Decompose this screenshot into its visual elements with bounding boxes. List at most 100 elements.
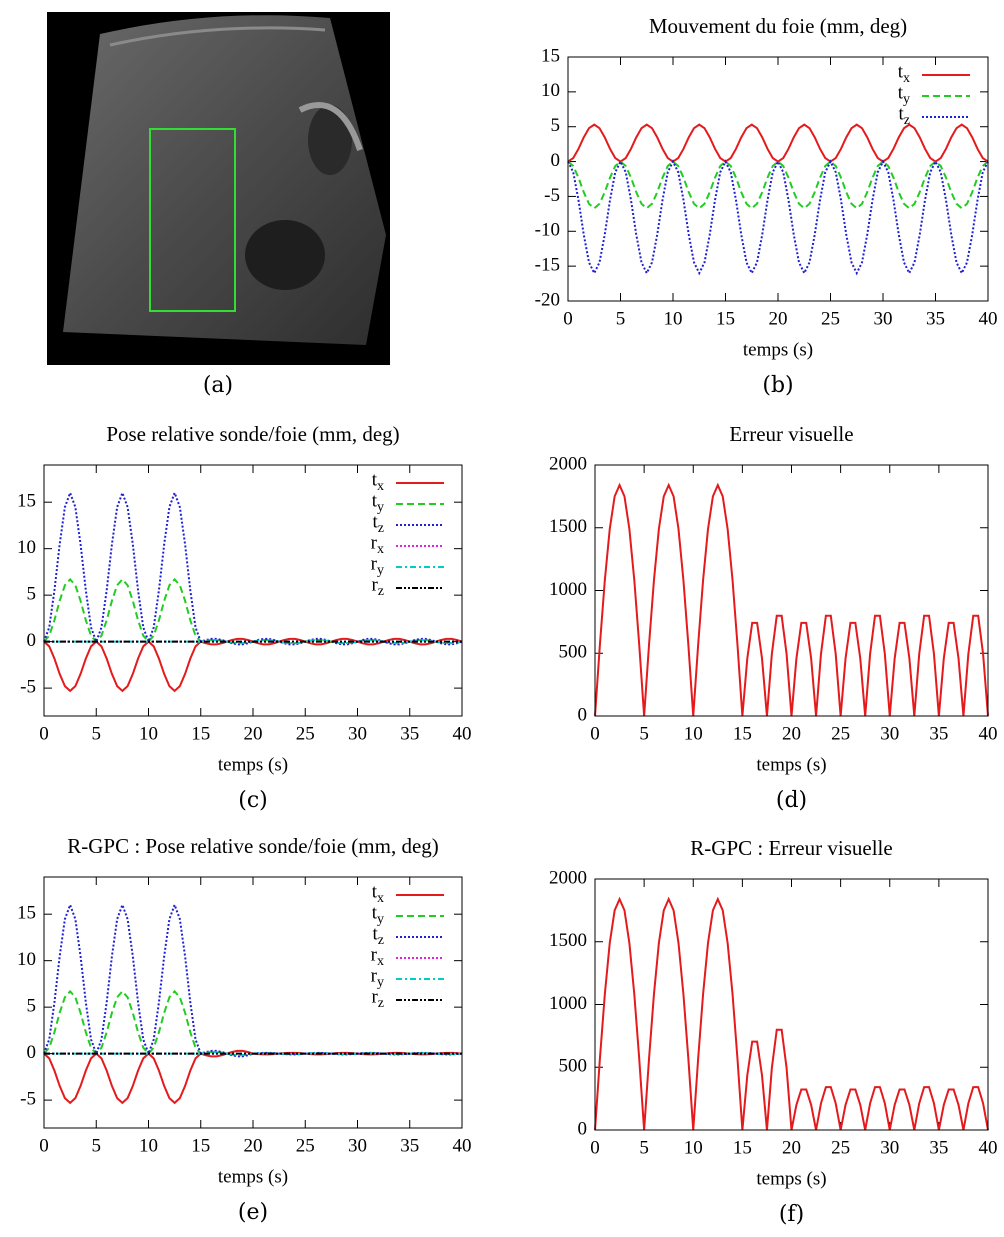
caption: (e) — [238, 1200, 268, 1225]
x-tick-label: 40 — [979, 723, 998, 744]
x-axis-label: temps (s) — [756, 754, 826, 775]
x-tick-label: 10 — [684, 1137, 703, 1158]
y-tick-label: 5 — [27, 996, 37, 1017]
y-tick-label: 15 — [17, 903, 36, 924]
ultrasound-fan — [63, 15, 386, 345]
x-tick-label: 20 — [244, 1135, 263, 1156]
x-tick-label: 35 — [400, 723, 419, 744]
x-tick-label: 40 — [979, 1137, 998, 1158]
series-line — [594, 482, 989, 717]
y-tick-label: -20 — [535, 289, 560, 310]
x-tick-label: 5 — [616, 308, 626, 329]
x-tick-label: 35 — [400, 1135, 419, 1156]
x-tick-label: 0 — [590, 1137, 600, 1158]
x-tick-label: 35 — [929, 1137, 948, 1158]
series-line — [567, 123, 989, 163]
caption: (c) — [238, 788, 268, 813]
y-tick-label: 10 — [17, 537, 36, 558]
y-tick-label: 0 — [551, 150, 561, 171]
y-tick-label: -5 — [544, 185, 560, 206]
legend-label: tz — [899, 103, 911, 128]
x-tick-label: 30 — [348, 1135, 367, 1156]
roi-box — [149, 128, 236, 312]
plot-frame — [43, 464, 463, 717]
y-tick-label: 0 — [578, 704, 588, 725]
series-line — [567, 159, 989, 276]
x-tick-label: 0 — [39, 723, 49, 744]
x-axis-label: temps (s) — [756, 1168, 826, 1189]
y-tick-label: -10 — [535, 220, 560, 241]
y-tick-label: 0 — [27, 630, 37, 651]
chart: R-GPC : Pose relative sonde/foie (mm, de… — [17, 834, 472, 1225]
x-tick-label: 5 — [639, 723, 649, 744]
x-tick-label: 20 — [782, 723, 801, 744]
chart-title: Pose relative sonde/foie (mm, deg) — [106, 422, 399, 446]
x-tick-label: 10 — [664, 308, 683, 329]
legend-label: tz — [373, 923, 385, 948]
caption: (a) — [203, 373, 233, 398]
y-tick-label: 10 — [541, 80, 560, 101]
x-tick-label: 35 — [926, 308, 945, 329]
bright-band — [109, 26, 326, 47]
x-tick-label: 10 — [139, 1135, 158, 1156]
y-tick-label: -15 — [535, 255, 560, 276]
chart-title: Erreur visuelle — [729, 422, 853, 446]
caption: (d) — [776, 788, 807, 813]
legend-label: tz — [373, 511, 385, 536]
chart: R-GPC : Erreur visuelle temps (s) (f) 0 500 1… — [549, 836, 998, 1227]
y-tick-label: 10 — [17, 949, 36, 970]
x-tick-label: 40 — [453, 723, 472, 744]
y-tick-label: 500 — [559, 642, 588, 663]
x-tick-label: 20 — [769, 308, 788, 329]
x-tick-label: 15 — [191, 1135, 210, 1156]
x-tick-label: 30 — [874, 308, 893, 329]
chart-title: R-GPC : Erreur visuelle — [690, 836, 892, 860]
plot-frame — [594, 878, 989, 1131]
x-tick-label: 0 — [590, 723, 600, 744]
y-tick-label: 5 — [551, 115, 561, 136]
y-tick-label: 0 — [578, 1118, 588, 1139]
x-tick-label: 25 — [821, 308, 840, 329]
y-tick-label: 1000 — [549, 579, 587, 600]
dark-region — [245, 220, 325, 290]
x-tick-label: 15 — [733, 1137, 752, 1158]
series-line — [43, 1049, 463, 1105]
x-tick-label: 0 — [39, 1135, 49, 1156]
plot-frame — [567, 56, 989, 302]
bright-band — [298, 102, 363, 151]
y-tick-label: 5 — [27, 584, 37, 605]
ultrasound-image — [47, 12, 390, 365]
x-tick-label: 15 — [716, 308, 735, 329]
x-tick-label: 10 — [684, 723, 703, 744]
chart: Pose relative sonde/foie (mm, deg) temps … — [17, 422, 472, 813]
x-tick-label: 0 — [563, 308, 573, 329]
caption: (f) — [779, 1202, 804, 1227]
dark-region — [308, 105, 352, 175]
y-tick-label: -5 — [20, 676, 36, 697]
series-line — [567, 160, 989, 210]
chart: Mouvement du foie (mm, deg) temps (s) (b) -… — [535, 14, 998, 398]
chart-title: R-GPC : Pose relative sonde/foie (mm, de… — [67, 834, 439, 858]
x-tick-label: 25 — [831, 1137, 850, 1158]
x-tick-label: 40 — [979, 308, 998, 329]
caption: (b) — [762, 373, 793, 398]
x-tick-label: 10 — [139, 723, 158, 744]
y-tick-label: 500 — [559, 1056, 588, 1077]
x-tick-label: 25 — [296, 723, 315, 744]
x-tick-label: 5 — [92, 1135, 102, 1156]
x-tick-label: 25 — [296, 1135, 315, 1156]
chart: Erreur visuelle temps (s) (d) 0 500 1000 1500 2… — [549, 422, 998, 813]
x-tick-label: 30 — [880, 723, 899, 744]
x-tick-label: 20 — [782, 1137, 801, 1158]
x-tick-label: 15 — [733, 723, 752, 744]
x-axis-label: temps (s) — [218, 754, 288, 775]
x-tick-label: 20 — [244, 723, 263, 744]
x-axis-label: temps (s) — [218, 1166, 288, 1187]
x-tick-label: 5 — [92, 723, 102, 744]
y-tick-label: 1500 — [549, 930, 587, 951]
plot-frame — [43, 876, 463, 1129]
y-tick-label: 15 — [541, 45, 560, 66]
x-tick-label: 25 — [831, 723, 850, 744]
